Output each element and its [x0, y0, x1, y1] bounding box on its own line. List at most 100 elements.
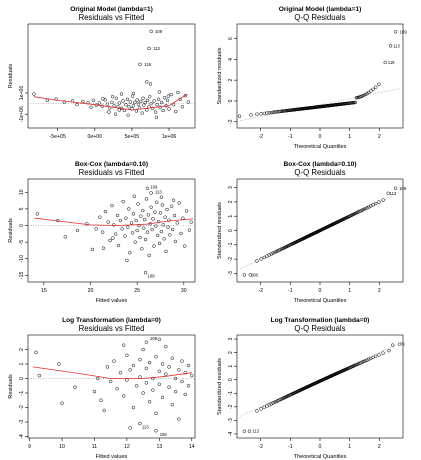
data-point	[102, 408, 106, 413]
data-point	[125, 258, 129, 263]
x-tick-label: -1	[288, 444, 293, 450]
data-point	[124, 102, 128, 107]
data-point	[147, 400, 152, 404]
data-point	[377, 353, 381, 357]
data-point	[138, 421, 142, 426]
data-point	[97, 101, 101, 105]
data-point	[269, 110, 273, 115]
y-axis-label: Residuals	[8, 64, 14, 89]
data-point	[123, 234, 127, 238]
x-tick-label: 0	[319, 288, 322, 294]
data-point	[145, 230, 150, 234]
data-point	[144, 340, 149, 344]
data-point	[121, 199, 125, 204]
x-tick-label: 9	[28, 444, 31, 450]
data-point	[167, 107, 171, 111]
data-point	[154, 429, 158, 433]
y-tick-label: 6	[228, 37, 234, 40]
qq-reference-line	[239, 191, 401, 270]
data-point	[159, 100, 164, 105]
x-tick-label: -2	[258, 134, 263, 140]
data-point	[141, 347, 145, 352]
data-point	[112, 223, 116, 227]
data-point	[160, 395, 165, 400]
data-point	[128, 100, 133, 104]
data-point	[187, 228, 192, 232]
y-tick-label: -3	[19, 420, 25, 425]
data-point	[133, 100, 137, 105]
data-point	[164, 344, 168, 349]
data-point	[103, 209, 108, 214]
data-point	[377, 200, 381, 204]
data-point	[150, 227, 154, 232]
data-point	[110, 100, 114, 105]
data-point	[363, 359, 367, 363]
data-point	[247, 429, 252, 433]
y-tick-label: -1	[228, 242, 234, 247]
data-point	[255, 259, 259, 263]
point-label: 109	[398, 341, 406, 346]
data-point	[139, 99, 143, 104]
data-point	[57, 362, 61, 366]
data-point	[141, 391, 145, 395]
x-tick-label: 10	[59, 444, 65, 450]
data-point	[121, 99, 125, 103]
data-point	[138, 62, 142, 67]
data-point	[145, 98, 150, 103]
data-point	[189, 220, 193, 224]
data-point	[137, 223, 141, 228]
data-point	[371, 203, 375, 207]
data-point	[91, 98, 96, 103]
data-point	[130, 231, 135, 235]
y-tick-label: -2	[19, 405, 25, 410]
data-point	[163, 215, 167, 219]
data-point	[149, 205, 153, 209]
x-tick-label: 1	[348, 444, 351, 450]
data-point	[353, 100, 358, 105]
data-point	[170, 402, 175, 407]
data-point	[267, 111, 271, 115]
data-point	[386, 191, 390, 196]
data-point	[133, 240, 137, 244]
data-point	[271, 251, 275, 255]
point-label: 119	[144, 62, 151, 67]
data-point	[114, 96, 119, 100]
data-point	[177, 417, 181, 421]
data-point	[160, 362, 165, 366]
data-point	[177, 201, 181, 205]
data-point	[139, 214, 143, 218]
y-tick-label: 1	[228, 215, 234, 218]
x-tick-label: 0e+00	[88, 134, 103, 140]
data-point	[117, 101, 121, 105]
data-point	[154, 411, 158, 416]
data-point	[108, 379, 113, 384]
data-point	[128, 368, 132, 372]
data-point	[144, 381, 149, 385]
data-point	[115, 213, 120, 218]
data-point	[242, 429, 247, 433]
y-tick-label: -3	[228, 418, 234, 423]
point-label: 119	[388, 60, 395, 65]
x-tick-label: -2	[258, 444, 263, 450]
data-point	[100, 230, 105, 234]
x-axis-label: Theoretical Quantiles	[294, 454, 347, 460]
data-point	[151, 217, 155, 221]
y-tick-label: -4	[228, 432, 234, 437]
data-point	[262, 255, 266, 260]
plot-panel-1: Original Model (lambda=1)Residuals vs Fi…	[8, 6, 196, 140]
data-point	[145, 186, 150, 191]
x-axis-label: Fitted values	[96, 298, 128, 304]
data-point	[144, 366, 149, 371]
data-point	[155, 233, 160, 238]
data-point	[63, 235, 68, 239]
data-point	[161, 108, 165, 113]
x-tick-label: 1	[348, 288, 351, 294]
data-point	[107, 110, 111, 114]
y-tick-label: -10	[19, 255, 25, 263]
data-point	[142, 217, 147, 222]
y-tick-label: 0	[228, 378, 234, 381]
data-point	[148, 94, 152, 99]
data-point	[125, 353, 129, 358]
y-tick-label: -4	[19, 434, 25, 439]
